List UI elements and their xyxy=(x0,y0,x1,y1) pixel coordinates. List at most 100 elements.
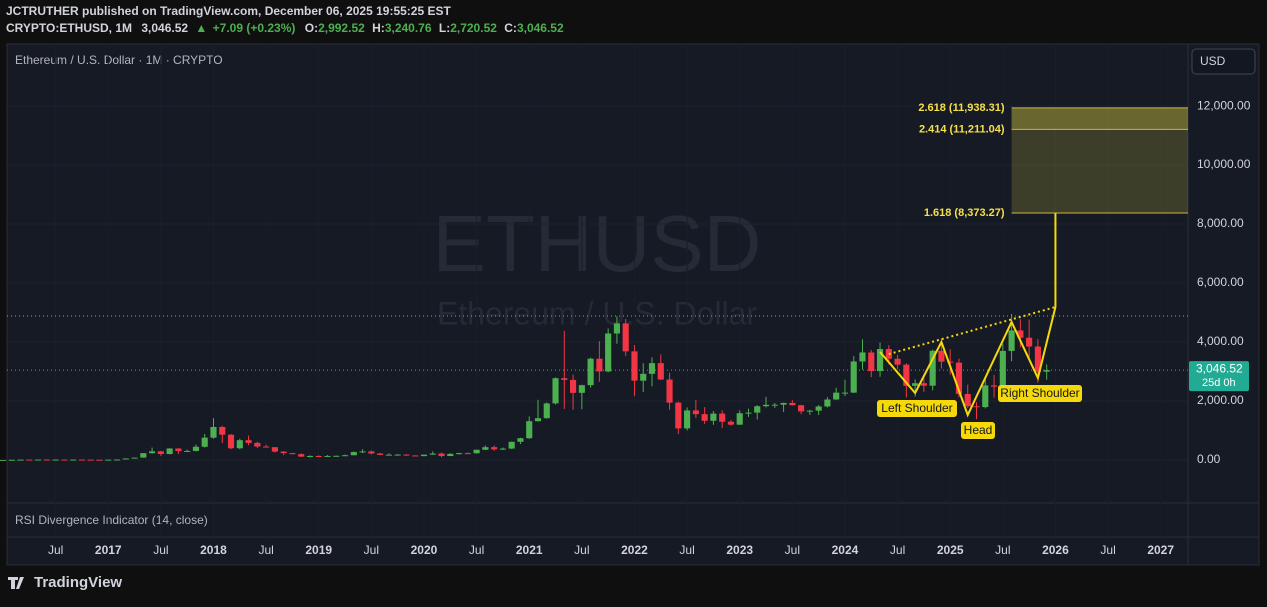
candle-body xyxy=(17,459,24,461)
y-tick-label: 6,000.00 xyxy=(1197,275,1244,289)
candle-body xyxy=(333,455,340,457)
candle-body xyxy=(35,459,42,461)
candle-body xyxy=(149,451,156,454)
candle-body xyxy=(701,414,708,421)
candle-body xyxy=(420,454,428,457)
x-tick-label: 2017 xyxy=(95,543,122,557)
watermark-sub: Ethereum / U.S. Dollar xyxy=(437,295,757,331)
candle-body xyxy=(385,454,392,456)
fib-band xyxy=(1011,107,1188,130)
candle-body xyxy=(745,412,752,414)
candle-body xyxy=(192,446,200,451)
candle-body xyxy=(280,451,287,454)
candle-body xyxy=(219,426,226,435)
o: 2,992.52 xyxy=(318,21,365,35)
x-tick-label: Jul xyxy=(153,543,168,557)
candle-body xyxy=(245,440,252,443)
candle-body xyxy=(964,393,971,407)
price-tag-label: 3,046.52 xyxy=(1196,361,1243,375)
candle-body xyxy=(868,352,875,372)
symbol: CRYPTO:ETHUSD, 1M xyxy=(6,21,132,35)
candle-body xyxy=(727,421,735,425)
candle-body xyxy=(517,438,524,442)
x-tick-label: Jul xyxy=(785,543,800,557)
candle-body xyxy=(648,363,656,374)
candle-body xyxy=(561,378,568,380)
candle-body xyxy=(815,406,822,411)
candle-body xyxy=(43,459,50,461)
candle-body xyxy=(894,358,901,365)
candle-body xyxy=(350,452,357,456)
annotation-box xyxy=(877,400,957,417)
countdown: 25d 0h xyxy=(1202,377,1236,389)
candle-body xyxy=(227,434,235,449)
x-tick-label: Jul xyxy=(258,543,273,557)
candle-body xyxy=(131,457,138,459)
h-label: H: xyxy=(372,21,385,35)
candle-body xyxy=(990,385,998,387)
x-tick-label: Jul xyxy=(364,543,379,557)
candle-body xyxy=(236,440,243,449)
l-label: L: xyxy=(439,21,450,35)
candle-body xyxy=(692,410,699,415)
arrow: ▲ xyxy=(195,21,207,35)
neckline xyxy=(888,306,1056,356)
brand-logo xyxy=(8,577,24,589)
fib-label: 1.618 (8,373.27) xyxy=(924,207,1005,219)
candle-body xyxy=(166,448,173,455)
fib-label: 2.414 (11,211.04) xyxy=(919,123,1005,135)
candle-body xyxy=(377,453,384,455)
candle-body xyxy=(973,406,980,408)
currency[interactable]: USD xyxy=(1200,54,1226,68)
x-tick-label: Jul xyxy=(679,543,694,557)
candle-body xyxy=(833,392,840,400)
candle-body xyxy=(201,437,208,447)
candle-body xyxy=(26,459,33,461)
currency-button[interactable] xyxy=(1191,48,1256,75)
candle-body xyxy=(798,405,805,412)
x-tick-label: 2019 xyxy=(305,543,332,557)
candle-body xyxy=(912,383,919,386)
x-tick-label: Jul xyxy=(995,543,1010,557)
candle-body xyxy=(982,385,989,408)
candle-body xyxy=(684,410,691,429)
candle-body xyxy=(184,450,191,452)
candle-body xyxy=(368,451,375,454)
candle-body xyxy=(526,421,533,439)
candle-body xyxy=(657,363,664,380)
candle-body xyxy=(929,350,936,386)
y-tick-label: 12,000.00 xyxy=(1197,98,1251,112)
candle-body xyxy=(482,447,489,450)
candle-body xyxy=(587,358,594,386)
candle-body xyxy=(622,323,629,352)
candle-body xyxy=(534,418,542,422)
candle-body xyxy=(359,451,366,453)
x-tick-label: 2027 xyxy=(1147,543,1174,557)
candle-body xyxy=(1017,330,1024,338)
candle-body xyxy=(850,361,857,393)
candle-body xyxy=(315,456,322,458)
candle-body xyxy=(824,399,831,407)
pattern-line xyxy=(879,213,1057,418)
annotation: Right Shoulder xyxy=(1000,386,1079,400)
x-tick-label: 2024 xyxy=(832,543,859,557)
y-tick-label: 4,000.00 xyxy=(1197,334,1244,348)
o-label: O: xyxy=(305,21,318,35)
candle-body xyxy=(508,441,515,449)
candle-body xyxy=(754,406,761,413)
candle-body xyxy=(736,413,743,425)
candle-body xyxy=(675,402,682,429)
candle-body xyxy=(903,364,910,386)
x-tick-label: 2020 xyxy=(411,543,438,557)
candle-body xyxy=(429,453,436,455)
candle-body xyxy=(438,453,445,457)
candle-body xyxy=(394,454,401,456)
candle-body xyxy=(8,459,15,461)
candle-body xyxy=(0,459,7,461)
x-tick-label: Jul xyxy=(48,543,63,557)
candle-body xyxy=(78,459,86,461)
c: 3,046.52 xyxy=(517,21,564,35)
candle-body xyxy=(271,447,278,452)
x-tick-label: Jul xyxy=(890,543,905,557)
